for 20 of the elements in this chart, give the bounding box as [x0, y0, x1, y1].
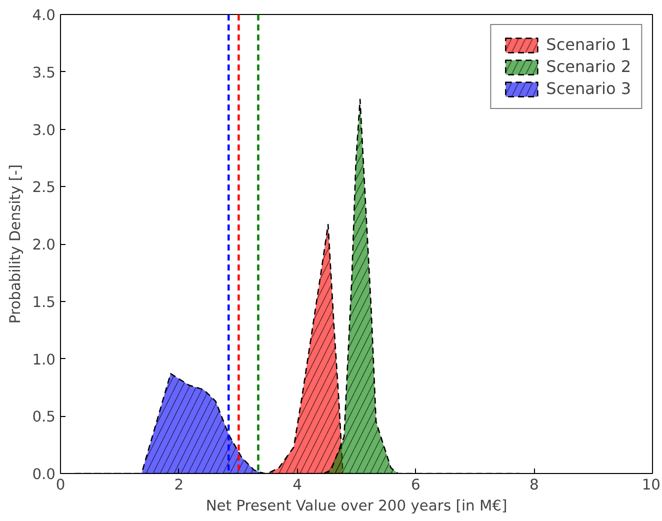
y-tick-label: 1.0 [32, 351, 56, 368]
x-tick-label: 4 [292, 476, 302, 494]
x-axis-title: Net Present Value over 200 years [in M€] [206, 498, 508, 514]
y-tick-label: 3.5 [32, 64, 56, 82]
legend-label: Scenario 1 [546, 35, 631, 54]
y-tick-label: 1.5 [32, 294, 56, 311]
x-tick-label: 2 [174, 476, 184, 494]
x-tick-label: 0 [56, 476, 66, 494]
y-axis-title: Probability Density [-] [7, 164, 24, 324]
x-tick-label: 10 [642, 476, 661, 494]
y-tick-label: 2.5 [32, 179, 56, 196]
x-tick-label: 6 [411, 476, 420, 494]
y-tick-label: 2.0 [32, 236, 56, 254]
y-tick-label: 0.5 [32, 408, 56, 426]
x-tick-label: 8 [529, 476, 539, 494]
y-tick-label: 0.0 [32, 466, 56, 483]
legend-label: Scenario 3 [546, 79, 631, 98]
y-tick-label: 3.0 [32, 122, 56, 139]
y-tick-label: 4.0 [32, 7, 56, 24]
legend-label: Scenario 2 [546, 57, 631, 76]
